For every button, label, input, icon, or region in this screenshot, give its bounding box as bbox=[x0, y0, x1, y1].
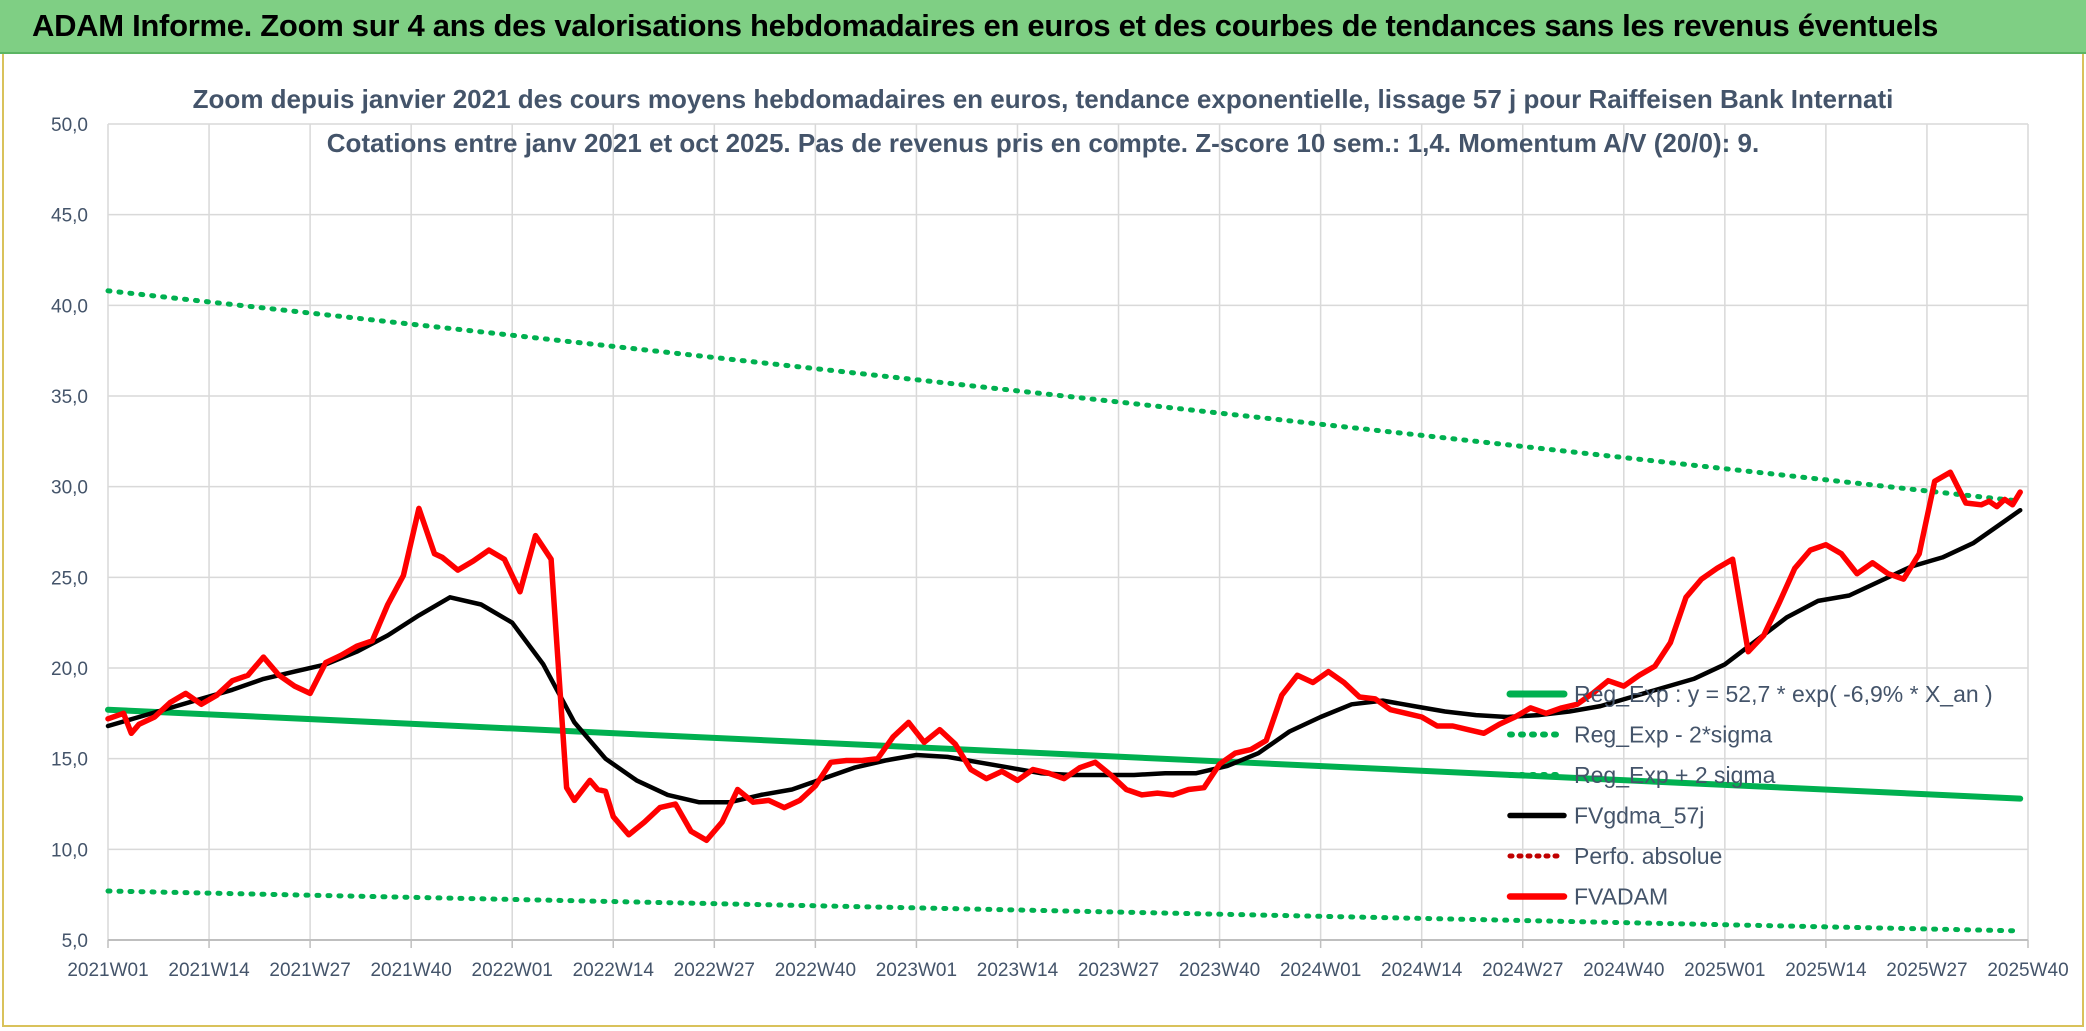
y-tick-label: 25,0 bbox=[51, 568, 88, 589]
series-reg-exp-plus-2-sigma bbox=[105, 288, 2023, 504]
legend-label: Reg_Exp - 2*sigma bbox=[1574, 722, 1772, 748]
y-tick-label: 15,0 bbox=[51, 750, 88, 771]
x-tick-label: 2024W01 bbox=[1280, 960, 1361, 981]
x-tick-label: 2024W27 bbox=[1482, 960, 1563, 981]
x-tick-label: 2021W01 bbox=[67, 960, 148, 981]
x-tick-label: 2022W40 bbox=[775, 960, 856, 981]
x-tick-label: 2025W14 bbox=[1785, 960, 1867, 981]
x-tick-label: 2021W40 bbox=[370, 960, 451, 981]
x-tick-label: 2023W27 bbox=[1078, 960, 1159, 981]
chart-frame bbox=[2, 54, 2084, 1027]
x-tick-label: 2024W14 bbox=[1381, 960, 1463, 981]
y-tick-label: 5,0 bbox=[62, 931, 88, 952]
x-tick-label: 2023W01 bbox=[876, 960, 957, 981]
y-tick-label: 20,0 bbox=[51, 659, 88, 680]
series-fvadam bbox=[105, 469, 2023, 844]
y-tick-label: 30,0 bbox=[51, 478, 88, 499]
legend: Reg_Exp : y = 52,7 * exp( -6,9% * X_an )… bbox=[1506, 681, 1993, 910]
report-banner-title: ADAM Informe. Zoom sur 4 ans des valoris… bbox=[32, 8, 1939, 43]
chart-title: Zoom depuis janvier 2021 des cours moyen… bbox=[193, 84, 1894, 114]
y-tick-label: 45,0 bbox=[51, 206, 88, 227]
x-tick-label: 2022W27 bbox=[674, 960, 755, 981]
report-banner: ADAM Informe. Zoom sur 4 ans des valoris… bbox=[0, 0, 2086, 54]
legend-label: FVgdma_57j bbox=[1574, 803, 1704, 829]
series-reg-exp bbox=[105, 706, 2024, 802]
x-tick-label: 2025W27 bbox=[1886, 960, 1967, 981]
y-tick-label: 40,0 bbox=[51, 296, 88, 317]
legend-label: FVADAM bbox=[1574, 884, 1668, 910]
x-tick-label: 2024W40 bbox=[1583, 960, 1664, 981]
series-reg-exp-minus-2-sigma bbox=[105, 888, 2023, 934]
legend-label: Reg_Exp : y = 52,7 * exp( -6,9% * X_an ) bbox=[1574, 681, 1993, 707]
series-layer bbox=[105, 288, 2024, 934]
y-tick-label: 10,0 bbox=[51, 840, 88, 861]
x-tick-label: 2023W40 bbox=[1179, 960, 1260, 981]
y-tick-label: 50,0 bbox=[51, 115, 88, 136]
x-tick-label: 2021W14 bbox=[168, 960, 250, 981]
x-tick-label: 2023W14 bbox=[977, 960, 1059, 981]
axes: 5,0 10,0 15,0 20,0 25,0 30,0 35,0 40,0 45,0 50,0 2… bbox=[51, 115, 2069, 981]
legend-label: Perfo. absolue bbox=[1574, 843, 1722, 869]
x-tick-label: 2022W01 bbox=[472, 960, 553, 981]
legend-label: Reg_Exp + 2 sigma bbox=[1574, 762, 1776, 788]
x-tick-label: 2025W40 bbox=[1987, 960, 2068, 981]
grid bbox=[107, 123, 2029, 941]
x-tick-label: 2025W01 bbox=[1684, 960, 1765, 981]
y-tick-label: 35,0 bbox=[51, 387, 88, 408]
chart-subtitle: Cotations entre janv 2021 et oct 2025. P… bbox=[327, 128, 1759, 158]
x-tick-label: 2022W14 bbox=[573, 960, 655, 981]
x-tick-label: 2021W27 bbox=[269, 960, 350, 981]
